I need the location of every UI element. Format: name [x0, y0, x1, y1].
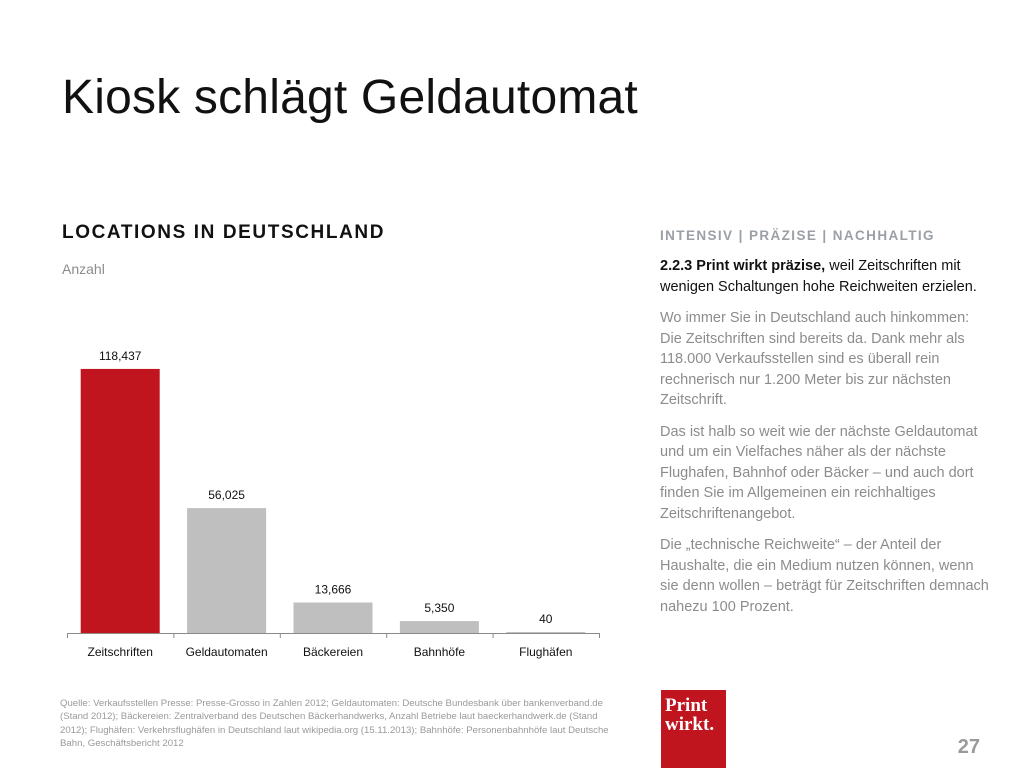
bar-zeitschriften — [80, 368, 160, 633]
lead-text: 2.2.3 Print wirkt präzise, weil Zeitschr… — [660, 256, 1010, 297]
chart-heading: LOCATIONS IN DEUTSCHLAND — [62, 222, 386, 243]
x-tick-label: Flughäfen — [519, 645, 572, 659]
bar-bahnhöfe — [399, 621, 479, 633]
right-text-panel: INTENSIV | PRÄZISE | NACHHALTIG 2.2.3 Pr… — [660, 228, 1010, 628]
source-note: Quelle: Verkaufsstellen Presse: Presse-G… — [60, 698, 609, 749]
data-label: 40 — [539, 612, 553, 626]
paragraph-1: Wo immer Sie in Deutschland auch hinkomm… — [660, 310, 970, 408]
page-number: 27 — [957, 736, 980, 758]
slide-title: Kiosk schlägt Geldautomat — [62, 71, 638, 124]
data-label: 118,437 — [99, 349, 142, 363]
print-wirkt-logo: Print wirkt. — [661, 690, 726, 768]
lead-rest: weil Zeitschriften mit wenigen Schaltung… — [660, 258, 977, 295]
lead-bold: 2.2.3 Print wirkt präzise, — [660, 258, 826, 274]
bar-bäckereien — [293, 602, 373, 633]
data-label: 56,025 — [208, 488, 245, 502]
chart-unit-label: Anzahl — [62, 261, 105, 277]
x-tick-label: Zeitschriften — [88, 645, 153, 659]
bar-geldautomaten — [187, 508, 267, 633]
paragraph-2: Das ist halb so weit wie der nächste Gel… — [660, 423, 978, 522]
data-label: 5,350 — [424, 601, 454, 615]
logo-line-2: wirkt. — [665, 714, 715, 735]
x-tick-label: Bahnhöfe — [414, 645, 466, 659]
logo-line-1: Print — [665, 695, 708, 716]
tagline: INTENSIV | PRÄZISE | NACHHALTIG — [660, 228, 935, 243]
x-tick-label: Geldautomaten — [186, 645, 268, 659]
x-tick-label: Bäckereien — [303, 645, 363, 659]
paragraph-3: Die „technische Reichweite“ – der Anteil… — [660, 537, 989, 615]
bar-flughäfen — [506, 632, 586, 633]
data-label: 13,666 — [315, 583, 352, 597]
